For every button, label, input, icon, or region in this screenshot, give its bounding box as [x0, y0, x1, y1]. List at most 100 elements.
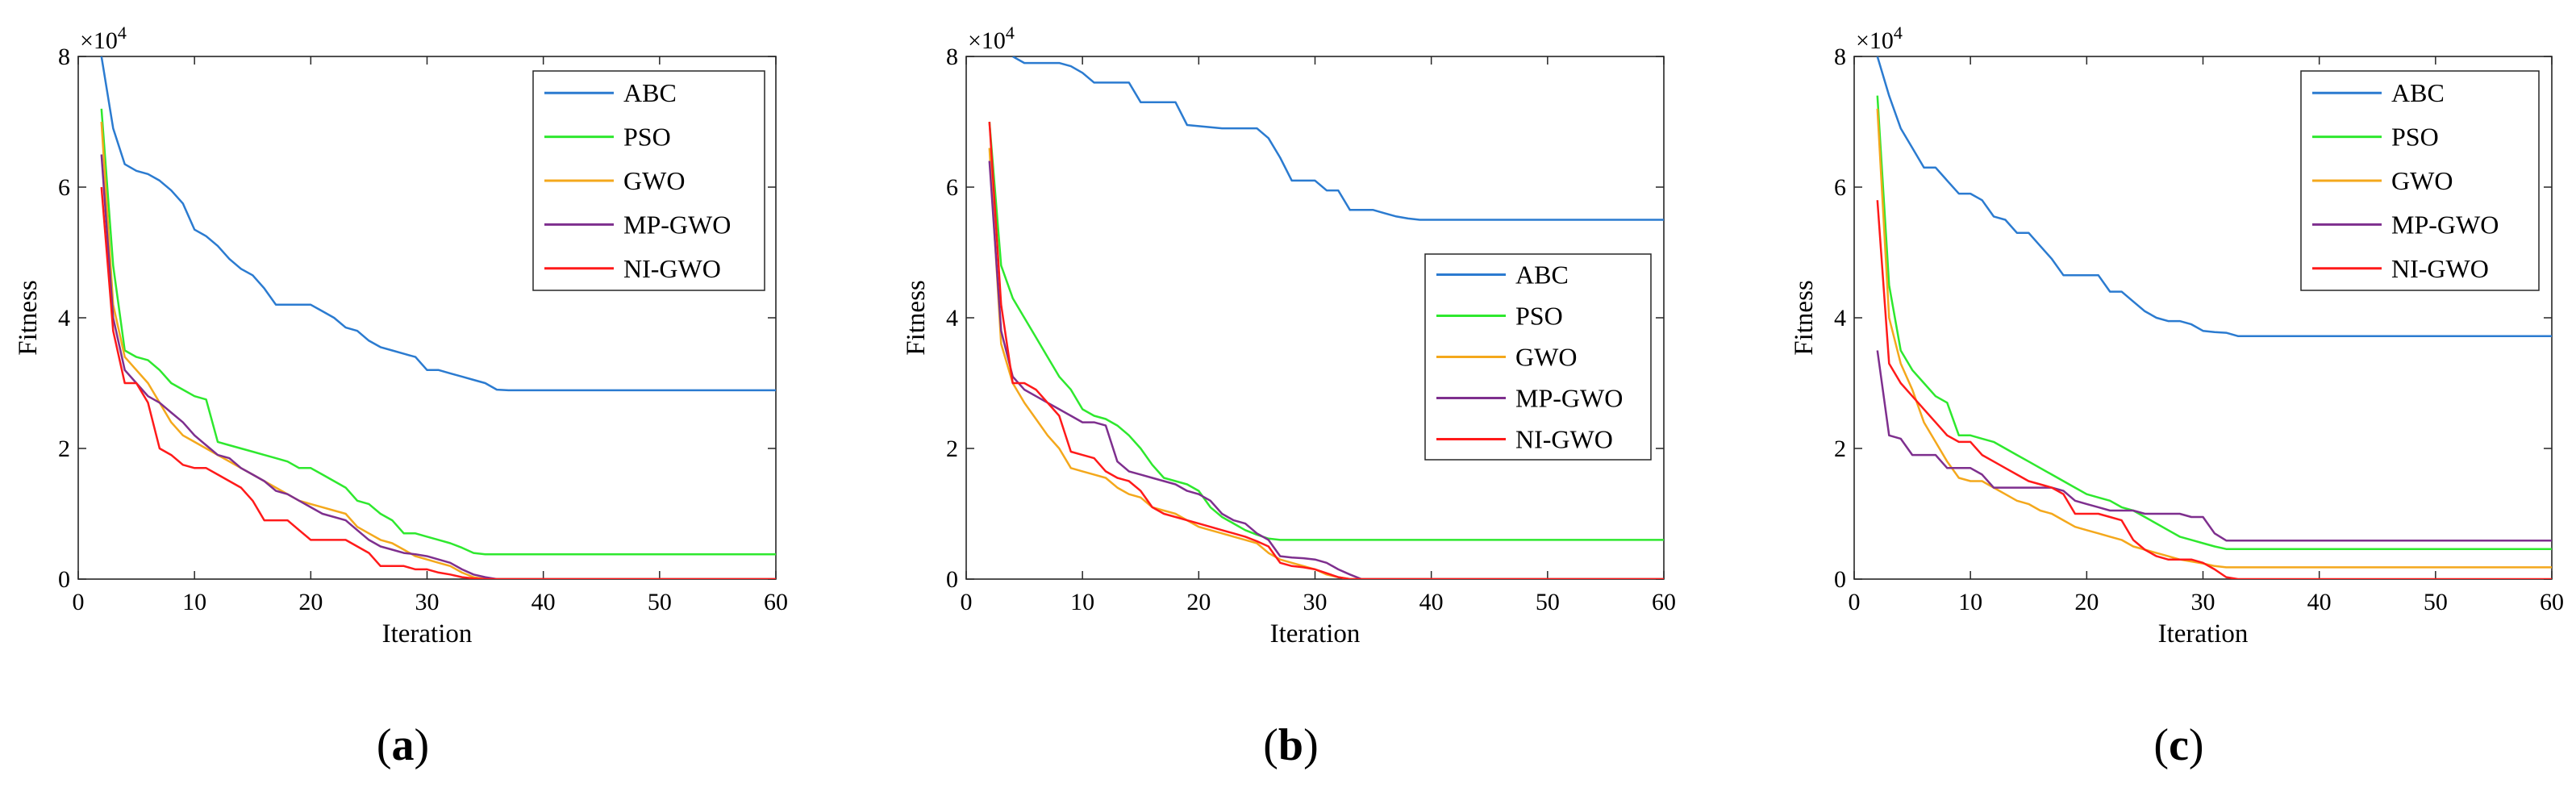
panel-c: 0 10 20 30 40 50 6002468×104IterationFitnessAB… — [1790, 23, 2564, 770]
x-tick-label: 10 — [1958, 589, 1982, 615]
x-tick-label: 10 — [1070, 589, 1094, 615]
series-group — [100, 56, 776, 579]
caption-letter: c — [2169, 720, 2189, 770]
x-tick-label: 30 — [1303, 589, 1328, 615]
series-group — [1876, 56, 2552, 579]
legend: ABC PSO GWO MP-GWO NI-GWO — [532, 70, 765, 291]
series-line-pso — [988, 121, 1664, 541]
legend-label: PSO — [1515, 302, 1563, 331]
x-tick-label: 20 — [2074, 589, 2099, 615]
y-tick-label: 6 — [58, 174, 70, 201]
y-exponent-label: ×104 — [968, 23, 1015, 54]
legend: ABC PSO GWO MP-GWO NI-GWO — [1424, 253, 1652, 461]
legend-label: MP-GWO — [623, 210, 731, 239]
series-line-abc — [1876, 56, 2552, 337]
caption-open: ( — [2153, 720, 2169, 770]
caption-close: ) — [1303, 720, 1319, 770]
legend-label: NI-GWO — [623, 254, 721, 283]
y-exponent-label: ×104 — [80, 23, 127, 54]
caption-open: ( — [377, 720, 392, 770]
y-axis-label: Fitness — [902, 280, 931, 356]
y-tick-label: 2 — [946, 436, 958, 462]
x-tick-label: 0 — [73, 589, 85, 615]
legend-label: MP-GWO — [1515, 384, 1623, 413]
legend-label: PSO — [2391, 123, 2439, 152]
x-tick-label: 40 — [531, 589, 556, 615]
panel-caption: (c) — [2153, 720, 2203, 770]
x-tick-label: 60 — [2540, 589, 2564, 615]
x-tick-label: 60 — [764, 589, 788, 615]
y-axis-label: Fitness — [1790, 280, 1819, 356]
panel-caption: (b) — [1263, 720, 1318, 770]
y-exponent-base: ×10 — [1856, 27, 1894, 54]
y-exponent-power: 4 — [1006, 23, 1015, 43]
y-tick-label: 8 — [946, 44, 958, 70]
legend-label: MP-GWO — [2391, 210, 2499, 239]
x-axis-label: Iteration — [2158, 619, 2249, 648]
caption-close: ) — [2189, 720, 2204, 770]
legend-label: NI-GWO — [2391, 254, 2489, 283]
legend-label: PSO — [623, 123, 671, 152]
x-tick-label: 20 — [298, 589, 323, 615]
x-tick-label: 50 — [648, 589, 672, 615]
x-axis-label: Iteration — [382, 619, 473, 648]
x-tick-label: 30 — [415, 589, 440, 615]
series-line-ni-gwo — [1876, 200, 2552, 579]
y-tick-label: 8 — [1834, 44, 1846, 70]
y-tick-label: 0 — [946, 566, 958, 593]
x-tick-label: 50 — [2424, 589, 2448, 615]
series-line-gwo — [988, 148, 1664, 579]
y-tick-label: 6 — [1834, 174, 1846, 201]
y-axis-label: Fitness — [14, 280, 43, 356]
x-tick-label: 10 — [182, 589, 206, 615]
y-exponent-base: ×10 — [80, 27, 118, 54]
x-tick-label: 30 — [2191, 589, 2215, 615]
legend-label: NI-GWO — [1515, 425, 1613, 454]
series-group — [988, 56, 1664, 579]
y-tick-label: 4 — [1834, 305, 1846, 331]
y-exponent-power: 4 — [1894, 23, 1903, 43]
y-tick-label: 4 — [946, 305, 958, 331]
caption-open: ( — [1263, 720, 1278, 770]
legend-label: GWO — [1515, 343, 1577, 372]
series-line-ni-gwo — [988, 121, 1664, 579]
series-line-mp-gwo — [100, 154, 776, 579]
series-line-abc — [1012, 56, 1664, 221]
caption-letter: b — [1278, 720, 1303, 770]
series-line-mp-gwo — [1876, 350, 2552, 542]
y-tick-label: 2 — [1834, 436, 1846, 462]
y-tick-label: 0 — [1834, 566, 1846, 593]
x-tick-label: 40 — [2307, 589, 2332, 615]
y-tick-label: 6 — [946, 174, 958, 201]
y-exponent-base: ×10 — [968, 27, 1006, 54]
series-line-pso — [1876, 95, 2552, 550]
legend-label: GWO — [2391, 166, 2453, 195]
y-tick-label: 4 — [58, 305, 70, 331]
legend-label: GWO — [623, 166, 685, 195]
x-tick-label: 60 — [1652, 589, 1676, 615]
x-tick-label: 0 — [961, 589, 973, 615]
x-tick-label: 20 — [1186, 589, 1211, 615]
panel-b: 0 10 20 30 40 50 6002468×104IterationFitnessAB… — [902, 23, 1676, 770]
y-exponent-power: 4 — [118, 23, 127, 43]
legend-label: ABC — [1515, 261, 1569, 290]
y-tick-label: 0 — [58, 566, 70, 593]
caption-close: ) — [415, 720, 430, 770]
panel-caption: (a) — [377, 720, 429, 770]
series-line-ni-gwo — [100, 186, 776, 579]
x-tick-label: 50 — [1536, 589, 1560, 615]
y-exponent-label: ×104 — [1856, 23, 1903, 54]
caption-letter: a — [392, 720, 415, 770]
series-line-abc — [100, 56, 776, 392]
y-tick-label: 8 — [58, 44, 70, 70]
legend-label: ABC — [623, 78, 677, 107]
y-tick-label: 2 — [58, 436, 70, 462]
x-axis-label: Iteration — [1270, 619, 1361, 648]
legend: ABC PSO GWO MP-GWO NI-GWO — [2300, 70, 2540, 291]
series-line-pso — [100, 108, 776, 556]
series-line-mp-gwo — [988, 161, 1664, 579]
legend-label: ABC — [2391, 78, 2445, 107]
panel-a: 0 10 20 30 40 50 6002468×104IterationFitnessAB… — [14, 23, 788, 770]
x-tick-label: 0 — [1849, 589, 1861, 615]
